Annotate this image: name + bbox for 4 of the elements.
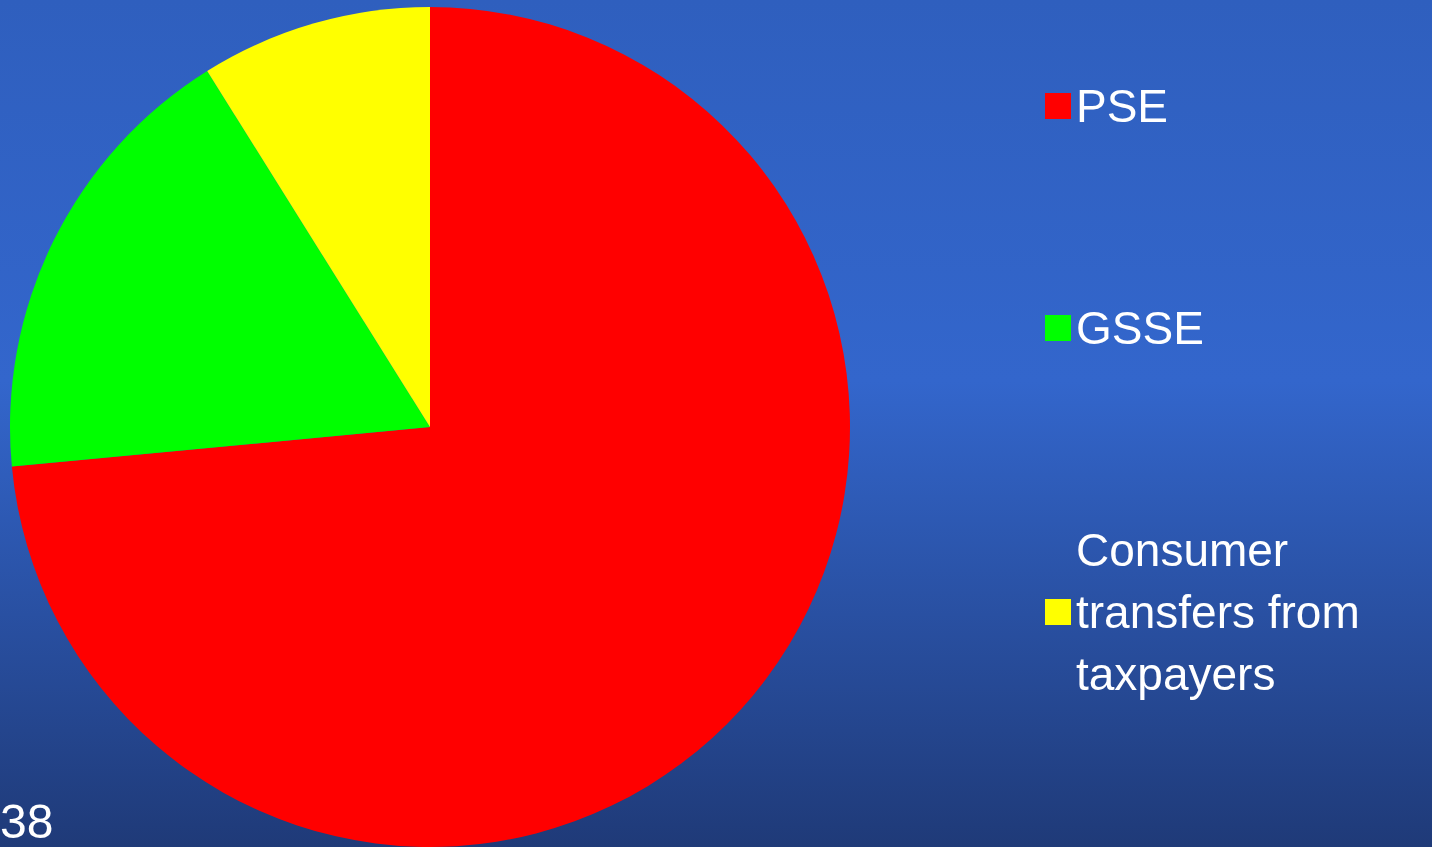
legend-label: GSSE (1076, 302, 1204, 354)
legend-label: PSE (1076, 80, 1169, 132)
legend-label: Consumer transfers from taxpayers (1076, 524, 1373, 700)
text: 38 (0, 794, 54, 847)
